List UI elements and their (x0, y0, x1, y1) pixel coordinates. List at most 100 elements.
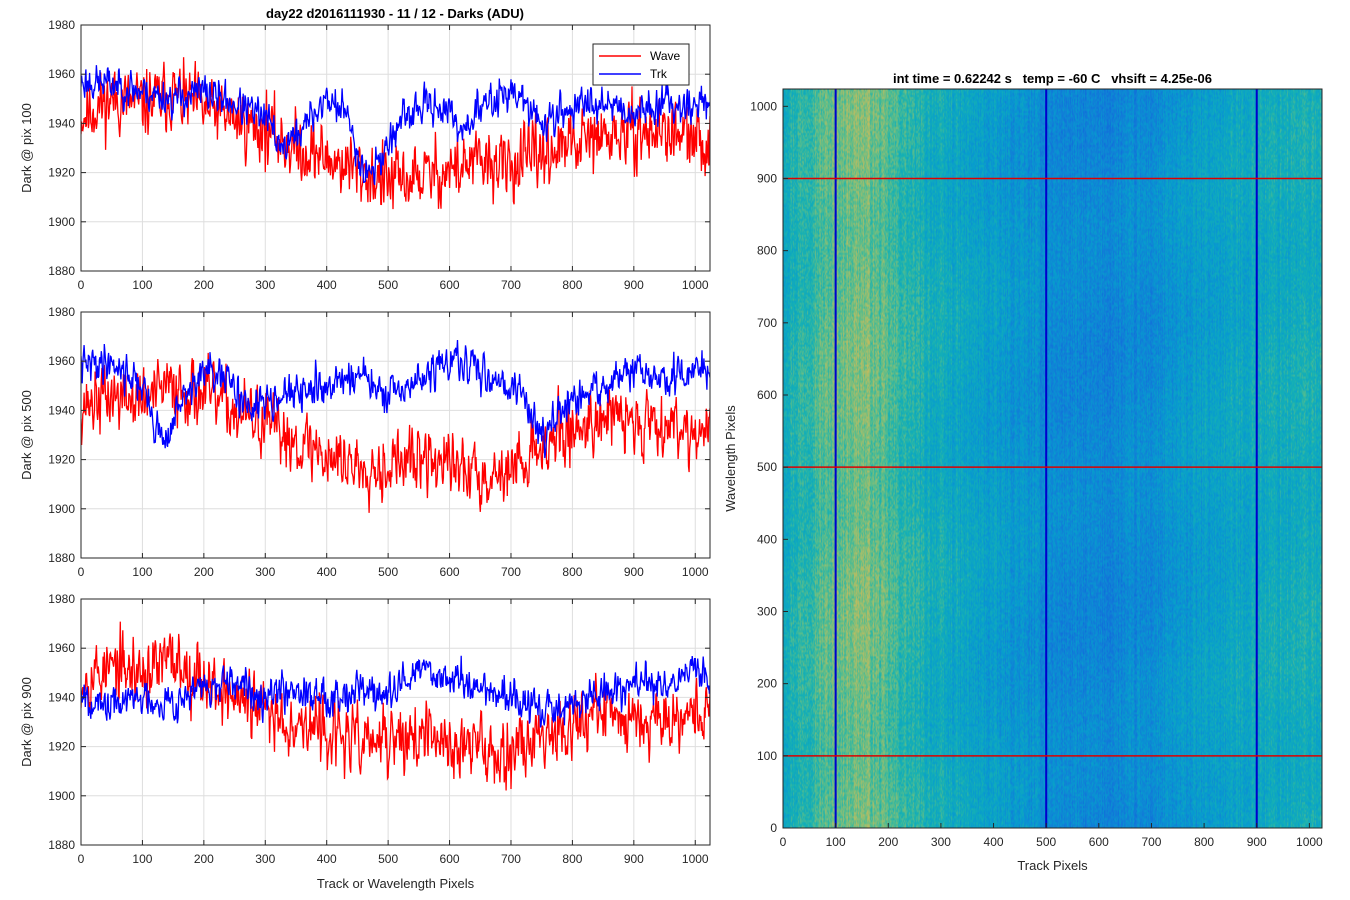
x-tick-label: 400 (984, 835, 1004, 849)
axes-box (80, 311, 711, 559)
y-tick-label: 1900 (48, 215, 75, 229)
x-tick-label: 200 (194, 278, 214, 292)
x-tick-label: 1000 (682, 852, 709, 866)
x-tick-label: 700 (501, 565, 521, 579)
x-tick-label: 900 (624, 565, 644, 579)
series-line-wave (81, 57, 710, 210)
x-tick-label: 100 (132, 852, 152, 866)
x-tick-label: 0 (78, 565, 85, 579)
x-tick-label: 200 (194, 565, 214, 579)
y-tick-label: 1940 (48, 116, 75, 130)
x-tick-label: 400 (317, 852, 337, 866)
y-tick-label: 700 (757, 316, 777, 330)
y-tick-label: 1960 (48, 354, 75, 368)
x-tick-label: 800 (1194, 835, 1214, 849)
y-tick-label: 1920 (48, 453, 75, 467)
legend-label-wave: Wave (650, 49, 681, 63)
y-tick-label: 1940 (48, 403, 75, 417)
y-tick-label: 800 (757, 244, 777, 258)
y-tick-label: 1920 (48, 166, 75, 180)
x-tick-label: 500 (378, 852, 398, 866)
plot-area (81, 312, 710, 558)
y-tick-label: 1960 (48, 641, 75, 655)
y-tick-label: 1900 (48, 502, 75, 516)
series-line-trk (81, 655, 710, 728)
y-tick-label: 600 (757, 388, 777, 402)
y-tick-label: 1880 (48, 838, 75, 852)
y-tick-label: 100 (757, 749, 777, 763)
heatmap-image (783, 89, 1322, 828)
x-tick-label: 500 (1036, 835, 1056, 849)
legend-box (592, 43, 690, 86)
axes-box (80, 598, 711, 846)
heatmap-axes-box (782, 88, 1323, 829)
x-tick-label: 900 (1247, 835, 1267, 849)
plot-area (81, 599, 710, 845)
heatmap-x-axis-label: Track Pixels (1017, 858, 1088, 873)
x-tick-label: 800 (562, 852, 582, 866)
y-tick-label: 1980 (48, 18, 75, 32)
heatmap-title: int time = 0.62242 s temp = -60 C vhsift… (893, 71, 1212, 86)
x-axis-label: Track or Wavelength Pixels (317, 876, 475, 891)
legend: Wave Trk (592, 43, 690, 86)
x-tick-label: 1000 (1296, 835, 1323, 849)
y-tick-label: 1900 (48, 789, 75, 803)
heatmap-plot: 0 100 200 300 400 500 600 700 800 900 1000 0 100 200 3… (723, 71, 1323, 873)
y-tick-label: 1000 (750, 99, 777, 113)
x-tick-label: 900 (624, 852, 644, 866)
y-tick-label: 200 (757, 677, 777, 691)
x-tick-label: 600 (1089, 835, 1109, 849)
y-tick-label: 300 (757, 604, 777, 618)
x-tick-label: 300 (255, 852, 275, 866)
x-tick-label: 400 (317, 565, 337, 579)
x-tick-label: 500 (378, 565, 398, 579)
x-tick-label: 1000 (682, 565, 709, 579)
series-line-trk (81, 65, 710, 186)
y-tick-label: 400 (757, 532, 777, 546)
x-tick-label: 800 (562, 565, 582, 579)
y-tick-label: 1880 (48, 551, 75, 565)
heatmap-y-axis-label: Wavelength Pixels (723, 405, 738, 512)
x-tick-label: 700 (1141, 835, 1161, 849)
y-tick-label: 500 (757, 460, 777, 474)
y-tick-label: 1920 (48, 740, 75, 754)
x-tick-label: 600 (440, 278, 460, 292)
x-tick-label: 800 (562, 278, 582, 292)
x-tick-label: 0 (78, 852, 85, 866)
x-tick-label: 500 (378, 278, 398, 292)
x-tick-label: 400 (317, 278, 337, 292)
y-axis-label: Dark @ pix 900 (19, 677, 34, 767)
line-plot-pix-100: 0 100 200 300 400 500 600 700 800 900 1000 1880 1900… (19, 18, 711, 292)
x-tick-label: 600 (440, 852, 460, 866)
x-tick-label: 200 (878, 835, 898, 849)
x-tick-label: 300 (255, 278, 275, 292)
x-tick-label: 700 (501, 278, 521, 292)
line-plot-pix-500: 0 100 200 300 400 500 600 700 800 900 1000 1880 1900… (19, 305, 711, 579)
series-line-wave (81, 621, 710, 791)
x-tick-label: 100 (826, 835, 846, 849)
series-line-wave (81, 352, 710, 513)
y-tick-label: 1940 (48, 690, 75, 704)
x-tick-label: 300 (931, 835, 951, 849)
x-tick-label: 0 (780, 835, 787, 849)
y-tick-label: 900 (757, 171, 777, 185)
line-plot-pix-900: 0 100 200 300 400 500 600 700 800 900 1000 1880 1900… (19, 592, 711, 891)
y-axis-label: Dark @ pix 100 (19, 103, 34, 193)
x-tick-label: 700 (501, 852, 521, 866)
y-tick-label: 1980 (48, 592, 75, 606)
x-tick-label: 0 (78, 278, 85, 292)
x-tick-label: 600 (440, 565, 460, 579)
x-tick-label: 100 (132, 565, 152, 579)
x-tick-label: 100 (132, 278, 152, 292)
y-tick-label: 1880 (48, 264, 75, 278)
y-tick-label: 0 (770, 821, 777, 835)
axes-box (80, 24, 711, 272)
y-tick-label: 1980 (48, 305, 75, 319)
y-tick-label: 1960 (48, 67, 75, 81)
x-tick-label: 300 (255, 565, 275, 579)
y-axis-label: Dark @ pix 500 (19, 390, 34, 480)
series-line-trk (81, 339, 710, 459)
x-tick-label: 200 (194, 852, 214, 866)
figure-title: day22 d2016111930 - 11 / 12 - Darks (ADU… (266, 6, 524, 21)
